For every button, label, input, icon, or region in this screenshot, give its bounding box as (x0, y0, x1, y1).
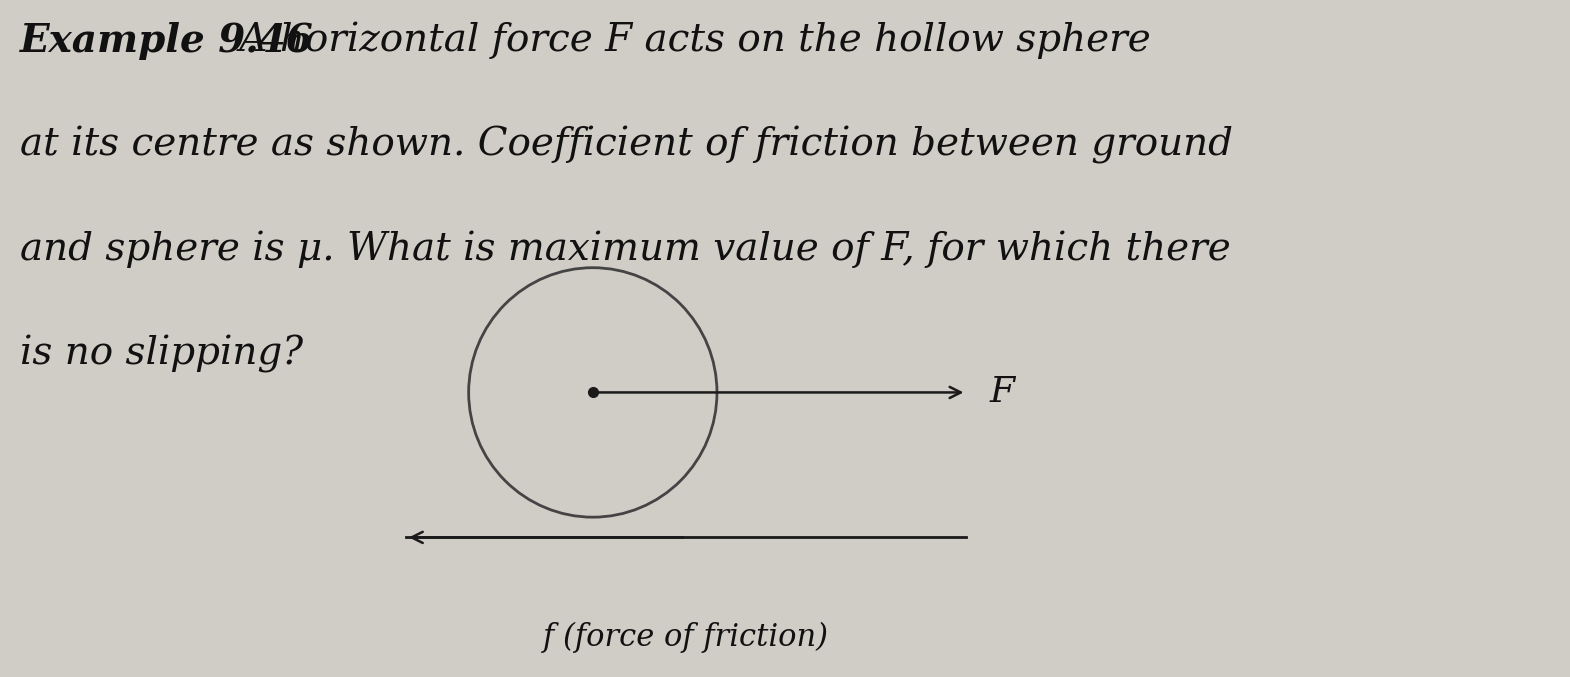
Text: A horizontal force F acts on the hollow sphere: A horizontal force F acts on the hollow … (228, 22, 1151, 59)
Text: F: F (989, 376, 1014, 410)
Text: Example 9.46: Example 9.46 (20, 22, 314, 60)
Text: f (force of friction): f (force of friction) (543, 621, 829, 653)
Text: at its centre as shown. Coefficient of friction between ground: at its centre as shown. Coefficient of f… (20, 126, 1232, 164)
Text: and sphere is μ. What is maximum value of F, for which there: and sphere is μ. What is maximum value o… (20, 231, 1231, 268)
Text: is no slipping?: is no slipping? (20, 335, 303, 373)
